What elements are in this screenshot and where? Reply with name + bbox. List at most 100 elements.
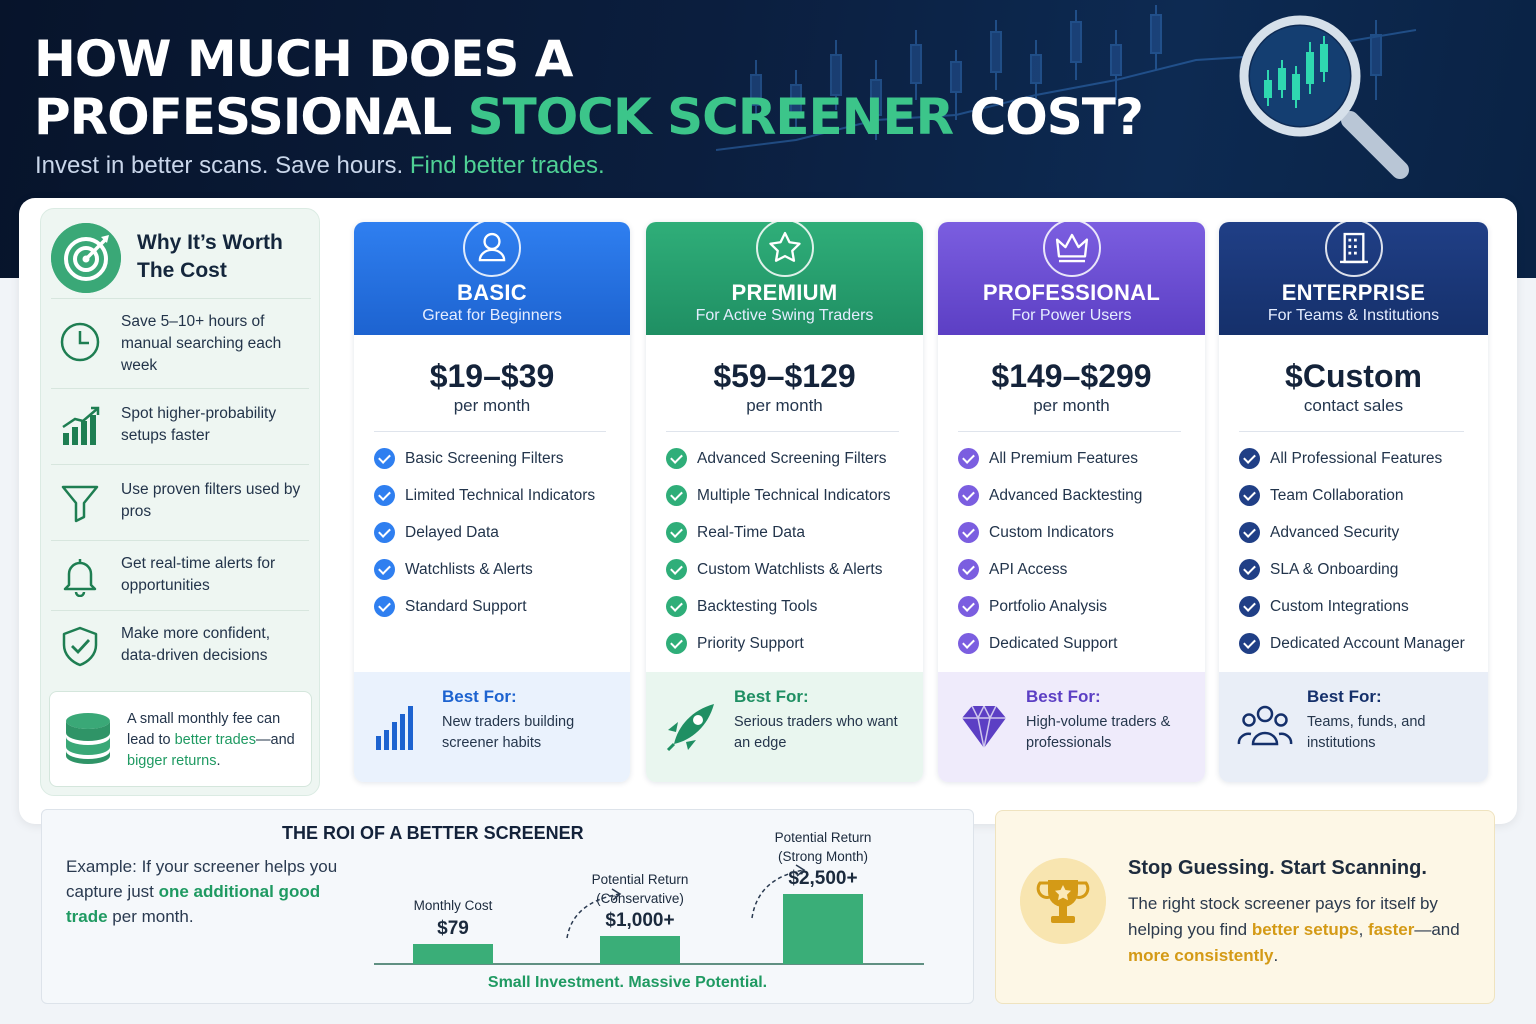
feature-item: Custom Integrations <box>1239 596 1465 633</box>
feature-label: Basic Screening Filters <box>405 450 564 467</box>
divider <box>958 431 1181 432</box>
subtitle-highlight: Find better trades. <box>409 152 605 179</box>
why-item-text: Make more confident, data-driven decisio… <box>121 625 271 664</box>
plan-name: BASIC <box>457 280 527 305</box>
crown-icon <box>1042 222 1101 277</box>
roi-panel: THE ROI OF A BETTER SCREENER Example: If… <box>41 809 974 1004</box>
roi-bar-value: $1,000+ <box>605 910 674 931</box>
title-line-1: HOW MUCH DOES A <box>34 30 573 88</box>
check-icon <box>1239 522 1260 543</box>
feature-label: SLA & Onboarding <box>1270 561 1399 578</box>
feature-list: Advanced Screening Filters Multiple Techn… <box>666 448 891 670</box>
feature-label: Limited Technical Indicators <box>405 487 596 504</box>
target-icon <box>51 223 121 293</box>
roi-example-text: Example: If your screener helps you capt… <box>66 857 338 926</box>
check-icon <box>958 559 979 580</box>
check-icon <box>1239 559 1260 580</box>
roi-bar-label: Monthly Cost <box>414 898 493 913</box>
feature-label: Custom Integrations <box>1270 598 1409 615</box>
plan-period: per month <box>1033 396 1110 415</box>
why-item-save-time: Save 5–10+ hours of manual searching eac… <box>51 301 309 389</box>
feature-item: Backtesting Tools <box>666 596 891 633</box>
why-note: A small monthly fee can lead to better t… <box>49 691 312 787</box>
plan-name: PROFESSIONAL <box>982 280 1161 305</box>
bell-icon <box>63 559 97 597</box>
check-icon <box>1239 633 1260 654</box>
check-icon <box>666 485 687 506</box>
growth-arrow <box>751 869 805 919</box>
check-icon <box>958 596 979 617</box>
feature-label: All Premium Features <box>989 450 1139 467</box>
why-header: Why It’s Worth The Cost <box>51 223 311 299</box>
best-for-text: High-volume traders & professionals <box>1026 714 1171 751</box>
team-icon <box>1237 705 1293 746</box>
subtitle-text: Invest in better scans. Save hours. <box>35 152 410 179</box>
plan-header: PREMIUM For Active Swing Traders <box>646 222 923 335</box>
roi-bar-label: Potential Return <box>775 830 872 845</box>
feature-item: API Access <box>958 559 1142 596</box>
roi-bar-label: (Strong Month) <box>778 849 868 864</box>
plan-tagline: For Active Swing Traders <box>695 307 874 324</box>
plan-header: ENTERPRISE For Teams & Institutions <box>1219 222 1488 335</box>
why-item-text: Get real-time alerts for opportunities <box>121 555 276 594</box>
rocket-icon <box>666 704 714 752</box>
plan-period: per month <box>453 396 531 415</box>
feature-item: Advanced Security <box>1239 522 1465 559</box>
feature-label: Dedicated Account Manager <box>1270 635 1465 652</box>
cta-text: The right stock screener pays for itself… <box>1128 894 1460 965</box>
check-icon <box>958 522 979 543</box>
filter-icon <box>61 485 99 523</box>
title-line-2-end: COST? <box>953 88 1144 146</box>
feature-item: Multiple Technical Indicators <box>666 485 891 522</box>
plan-name: PREMIUM <box>731 280 838 305</box>
feature-label: All Professional Features <box>1270 450 1443 467</box>
feature-label: Watchlists & Alerts <box>405 561 533 578</box>
feature-item: Portfolio Analysis <box>958 596 1142 633</box>
plan-card-basic[interactable]: BASIC Great for Beginners $19–$39 per mo… <box>354 222 630 782</box>
best-for-box: Best For: Teams, funds, and institutions <box>1219 672 1488 782</box>
roi-bar-chart: $79 Monthly Cost $1,000+ Potential Return (C… <box>374 830 924 965</box>
check-icon <box>1239 596 1260 617</box>
feature-label: Advanced Screening Filters <box>697 450 887 467</box>
plan-header: BASIC Great for Beginners <box>354 222 630 335</box>
plan-name: ENTERPRISE <box>1281 280 1426 305</box>
check-icon <box>374 485 395 506</box>
star-icon <box>755 222 814 277</box>
roi-bar <box>413 944 493 964</box>
why-item-text: Use proven filters used by pros <box>121 481 301 520</box>
feature-item: SLA & Onboarding <box>1239 559 1465 596</box>
why-title: Why It’s Worth The Cost <box>137 231 283 282</box>
roi-footer: Small Investment. Massive Potential. <box>487 974 768 991</box>
why-item-proven-filters: Use proven filters used by pros <box>51 465 309 541</box>
feature-label: Delayed Data <box>405 524 499 541</box>
feature-label: Priority Support <box>697 635 804 652</box>
coin-stack-icon <box>66 713 110 764</box>
best-for-label: Best For: <box>1307 687 1382 706</box>
arrow-head <box>795 864 806 877</box>
plan-tagline: Great for Beginners <box>422 307 562 324</box>
growth-chart-icon <box>62 406 100 445</box>
why-item-confident-decisions: Make more confident, data-driven decisio… <box>51 611 309 681</box>
check-icon <box>374 522 395 543</box>
divider <box>374 431 606 432</box>
check-icon <box>666 559 687 580</box>
plan-header: PROFESSIONAL For Power Users <box>938 222 1205 335</box>
title-highlight: STOCK SCREENER <box>467 88 954 146</box>
feature-item: Dedicated Support <box>958 633 1142 670</box>
plan-price: $59–$129 <box>713 358 856 394</box>
roi-bar-label: Potential Return <box>592 872 689 887</box>
plan-price: $149–$299 <box>991 358 1152 394</box>
page-title: HOW MUCH DOES A PROFESSIONAL STOCK SCREE… <box>34 30 1184 146</box>
check-icon <box>666 633 687 654</box>
best-for-box: Best For: Serious traders who want an ed… <box>646 672 923 782</box>
page-subtitle: Invest in better scans. Save hours. Find… <box>35 152 605 180</box>
building-icon <box>1324 222 1383 277</box>
title-line-2-start: PROFESSIONAL <box>34 88 468 146</box>
plan-card-enterprise[interactable]: ENTERPRISE For Teams & Institutions $Cus… <box>1219 222 1488 782</box>
plan-card-premium[interactable]: PREMIUM For Active Swing Traders $59–$12… <box>646 222 923 782</box>
feature-label: Backtesting Tools <box>697 598 818 615</box>
best-for-text: Serious traders who want an edge <box>734 714 898 751</box>
diamond-icon <box>962 704 1006 749</box>
plan-card-professional[interactable]: PROFESSIONAL For Power Users $149–$299 p… <box>938 222 1205 782</box>
feature-label: Portfolio Analysis <box>989 598 1108 615</box>
